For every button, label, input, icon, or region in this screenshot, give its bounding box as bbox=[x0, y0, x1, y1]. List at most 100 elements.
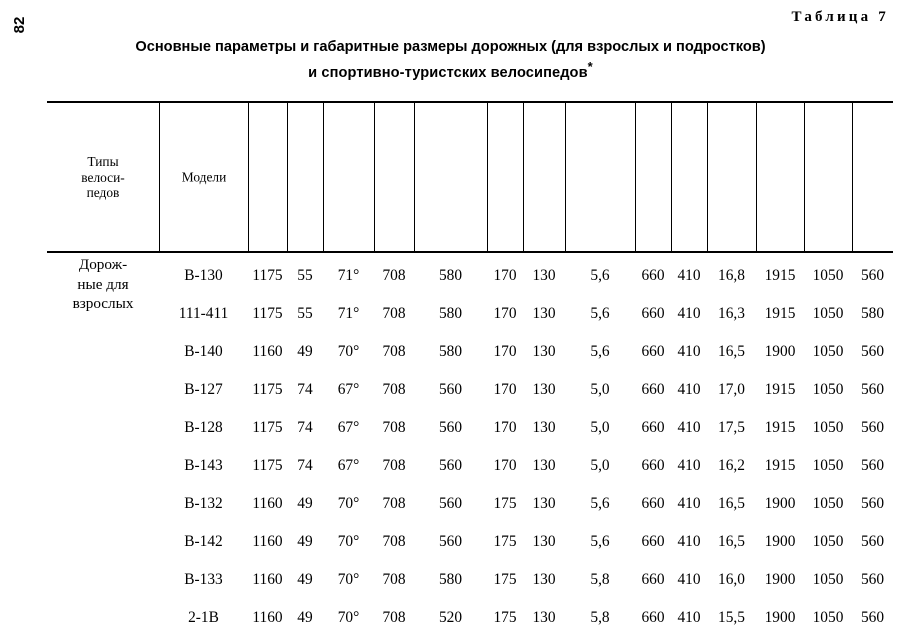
cell-amax: 410 bbox=[677, 267, 701, 284]
cell-crank: 170 bbox=[493, 305, 517, 322]
column-header-t: Т, мм bbox=[852, 103, 893, 251]
cell-p1: 1900 bbox=[764, 495, 796, 512]
cell-p1: 1900 bbox=[764, 571, 796, 588]
cell-model: В-132 bbox=[184, 495, 223, 512]
column-header-shoulder: Плечо устой-чивости B, мм bbox=[287, 103, 323, 251]
cell-mass: 16,2 bbox=[718, 457, 745, 474]
column-header-amax: А, не более, мм bbox=[671, 103, 707, 251]
cell-frame: 560 bbox=[438, 533, 463, 550]
table-row: 111-411 1175 55 71° 708 580 170 130 5,6 660 410 16,… bbox=[47, 295, 893, 333]
cell-angle: 71° bbox=[337, 305, 360, 322]
cell-base: 1175 bbox=[252, 381, 283, 398]
table-row: В-140 1160 49 70° 708 580 170 130 5,6 660 410 16,5 1… bbox=[47, 333, 893, 371]
cell-mass: 17,0 bbox=[718, 381, 745, 398]
cell-frame: 560 bbox=[438, 419, 463, 436]
cell-wheel: 708 bbox=[382, 609, 406, 626]
cell-shoulder: 74 bbox=[297, 457, 313, 474]
cell-wheel: 708 bbox=[382, 343, 406, 360]
cell-frame: 560 bbox=[438, 495, 463, 512]
cell-crank: 170 bbox=[493, 267, 517, 284]
column-header-clear: Дорожный про-свет h, мм bbox=[523, 103, 565, 251]
cell-p2: 1050 bbox=[812, 495, 844, 512]
cell-mass: 15,5 bbox=[718, 609, 745, 626]
cell-model: В-133 bbox=[184, 571, 223, 588]
cell-t: 560 bbox=[860, 267, 885, 284]
cell-p1: 1915 bbox=[764, 267, 796, 284]
cell-shoulder: 49 bbox=[297, 571, 313, 588]
cell-mass: 16,0 bbox=[718, 571, 745, 588]
cell-crank: 170 bbox=[493, 343, 517, 360]
cell-model: В-128 bbox=[184, 419, 223, 436]
column-header-p2: Р, мм bbox=[804, 103, 852, 251]
page-number: 82 bbox=[10, 16, 28, 34]
cell-angle: 70° bbox=[337, 495, 360, 512]
cell-angle: 70° bbox=[337, 343, 360, 360]
cell-t: 560 bbox=[860, 419, 885, 436]
cell-t: 580 bbox=[860, 305, 885, 322]
cell-base: 1160 bbox=[252, 571, 283, 588]
cell-t: 560 bbox=[860, 381, 885, 398]
cell-hmin: 660 bbox=[641, 609, 665, 626]
cell-p2: 1050 bbox=[812, 609, 844, 626]
column-header-crank: Длина шатунаl, мм bbox=[487, 103, 523, 251]
table-row: В-127 1175 74 67° 708 560 170 130 5,0 660 410 17,0 1… bbox=[47, 371, 893, 409]
cell-crank: 170 bbox=[493, 381, 517, 398]
table-body: Дорож- ные для взрослых В-130 1175 55 71° 70… bbox=[47, 253, 893, 637]
cell-clear: 130 bbox=[532, 419, 556, 436]
cell-crank: 170 bbox=[493, 457, 517, 474]
cell-base: 1160 bbox=[252, 343, 283, 360]
table-row: 2-1В 1160 49 70° 708 520 175 130 5,8 660 410 15,5 19… bbox=[47, 599, 893, 637]
footnote-marker: * bbox=[587, 59, 593, 74]
cell-base: 1175 bbox=[252, 305, 283, 322]
table-row: В-128 1175 74 67° 708 560 170 130 5,0 660 410 17,5 1… bbox=[47, 409, 893, 447]
cell-p1: 1915 bbox=[764, 305, 796, 322]
cell-clear: 130 bbox=[532, 267, 556, 284]
cell-amax: 410 bbox=[677, 571, 701, 588]
cell-base: 1175 bbox=[252, 419, 283, 436]
cell-frame: 520 bbox=[438, 609, 463, 626]
cell-clear: 130 bbox=[532, 533, 556, 550]
cell-step: 5,6 bbox=[590, 305, 610, 322]
cell-crank: 170 bbox=[493, 419, 517, 436]
cell-frame: 560 bbox=[438, 381, 463, 398]
column-header-frame: Высота рамыH, мм bbox=[414, 103, 487, 251]
cell-p2: 1050 bbox=[812, 571, 844, 588]
cell-hmin: 660 bbox=[641, 533, 665, 550]
column-header-angle: Угол наклонаголовнойтрубы α° bbox=[323, 103, 374, 251]
column-header-mass: Масса велоси-педа, кг bbox=[707, 103, 756, 251]
cell-amax: 410 bbox=[677, 343, 701, 360]
cell-p2: 1050 bbox=[812, 533, 844, 550]
cell-p2: 1050 bbox=[812, 305, 844, 322]
cell-hmin: 660 bbox=[641, 495, 665, 512]
cell-model: 111-411 bbox=[178, 305, 229, 322]
cell-p2: 1050 bbox=[812, 343, 844, 360]
cell-model: 2-1В bbox=[188, 609, 219, 626]
cell-crank: 175 bbox=[493, 609, 517, 626]
cell-frame: 580 bbox=[438, 571, 463, 588]
cell-clear: 130 bbox=[532, 381, 556, 398]
cell-p2: 1050 bbox=[812, 457, 844, 474]
cell-model: В-127 bbox=[184, 381, 223, 398]
cell-clear: 130 bbox=[532, 343, 556, 360]
cell-amax: 410 bbox=[677, 609, 701, 626]
column-header-label-type: Типы велоси-педов bbox=[81, 153, 125, 200]
cell-base: 1160 bbox=[252, 609, 283, 626]
cell-hmin: 660 bbox=[641, 305, 665, 322]
cell-step: 5,0 bbox=[590, 419, 610, 436]
cell-t: 560 bbox=[860, 533, 885, 550]
table-header-rule bbox=[47, 251, 893, 253]
cell-crank: 175 bbox=[493, 571, 517, 588]
cell-hmin: 660 bbox=[641, 457, 665, 474]
cell-p1: 1915 bbox=[764, 381, 796, 398]
cell-p1: 1900 bbox=[764, 609, 796, 626]
cell-wheel: 708 bbox=[382, 305, 406, 322]
column-header-step: Шаг велосипе-да, м bbox=[565, 103, 635, 251]
cell-shoulder: 74 bbox=[297, 419, 313, 436]
cell-wheel: 708 bbox=[382, 533, 406, 550]
cell-model: В-142 bbox=[184, 533, 223, 550]
cell-base: 1160 bbox=[252, 495, 283, 512]
cell-shoulder: 49 bbox=[297, 609, 313, 626]
table-title-line-2-text: и спортивно-туристских велосипедов bbox=[308, 64, 588, 81]
cell-p2: 1050 bbox=[812, 419, 844, 436]
